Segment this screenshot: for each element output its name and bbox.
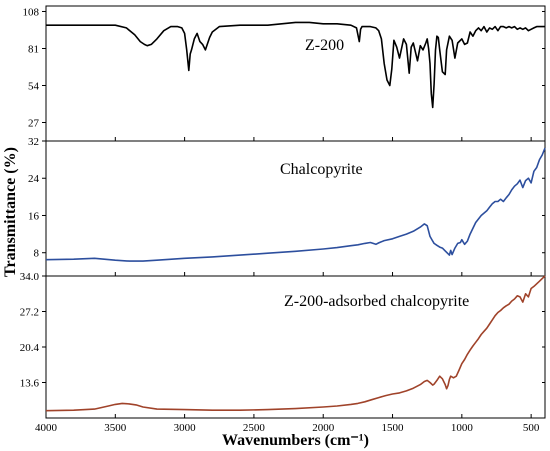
x-tick-label: 3500 — [104, 422, 127, 434]
x-tick-label: 2000 — [312, 422, 335, 434]
panel-label: Chalcopyrite — [280, 161, 363, 178]
y-tick-label: 16 — [28, 210, 40, 222]
y-tick-label: 108 — [23, 6, 40, 18]
panel-label: Z-200-adsorbed chalcopyrite — [284, 293, 469, 310]
x-tick-label: 2500 — [243, 422, 266, 434]
x-tick-label: 1000 — [451, 422, 474, 434]
series-line-0 — [46, 21, 545, 109]
series-line-2 — [45, 275, 546, 412]
x-tick-label: 4000 — [35, 422, 58, 434]
y-tick-label: 27 — [28, 117, 40, 129]
y-tick-label: 13.6 — [20, 378, 40, 390]
x-tick-label: 3000 — [174, 422, 197, 434]
y-tick-label: 8 — [34, 248, 40, 260]
y-tick-label: 81 — [28, 43, 39, 55]
y-tick-label: 27.2 — [20, 307, 39, 319]
panel-label: Z-200 — [305, 37, 344, 54]
y-axis-title: Transmittance (%) — [2, 147, 19, 277]
y-tick-label: 34.0 — [20, 271, 40, 283]
y-tick-label: 20.4 — [20, 342, 40, 354]
y-tick-label: 54 — [28, 80, 40, 92]
y-tick-label: 32 — [28, 136, 39, 148]
series-line-1 — [45, 147, 546, 262]
x-tick-label: 500 — [523, 422, 540, 434]
x-axis-title: Wavenumbers (cm⁻¹) — [222, 432, 369, 449]
y-tick-label: 24 — [28, 173, 40, 185]
x-tick-label: 1500 — [382, 422, 405, 434]
